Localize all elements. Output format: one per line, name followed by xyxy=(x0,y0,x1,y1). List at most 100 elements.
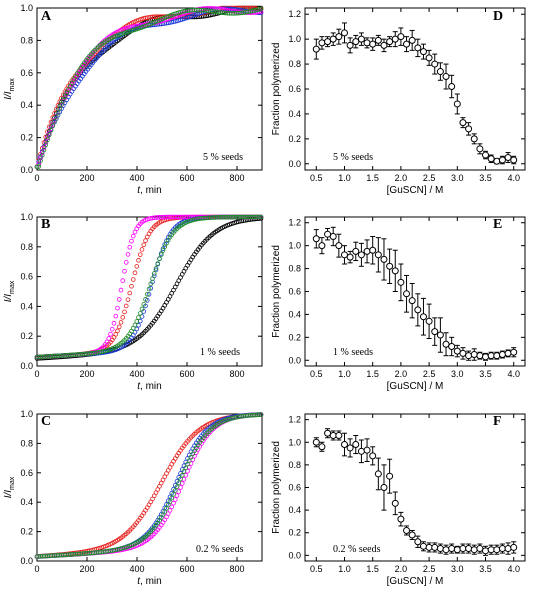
data-point xyxy=(504,349,512,357)
data-point xyxy=(431,328,439,336)
data-point xyxy=(510,348,518,356)
x-tick-label: 200 xyxy=(79,173,94,183)
data-point xyxy=(115,328,120,334)
data-point xyxy=(324,38,332,46)
data-point xyxy=(118,287,124,293)
data-point xyxy=(470,546,478,554)
x-tick-label: 2.0 xyxy=(395,369,408,379)
y-tick-label: 0.8 xyxy=(288,460,301,470)
y-tick-label: 1.2 xyxy=(288,218,301,228)
data-point xyxy=(436,68,444,76)
y-axis-label: I/Imax xyxy=(3,476,16,498)
x-tick-label: 0.5 xyxy=(310,173,323,183)
data-point xyxy=(169,495,175,501)
y-axis-label: Fraction polymerized xyxy=(271,245,282,338)
data-point xyxy=(52,118,57,124)
data-point xyxy=(139,306,145,312)
data-point xyxy=(403,290,411,298)
x-tick-label: 2.5 xyxy=(423,369,436,379)
data-point xyxy=(43,142,49,148)
data-point xyxy=(172,488,178,493)
data-point xyxy=(143,238,148,243)
data-point xyxy=(178,476,183,482)
data-point xyxy=(482,547,490,555)
data-point xyxy=(374,251,382,259)
x-tick-label: 600 xyxy=(179,564,194,574)
data-point xyxy=(363,446,371,454)
annotation: 0.2 % seeds xyxy=(333,544,381,555)
data-point xyxy=(153,266,159,271)
x-tick-label: 3.5 xyxy=(479,173,492,183)
panel-e: 0.5 1.0 1.5 2.0 2.5 3.0 3.5 4.0 0.0 0.2 0.4 0.6 0.8 1… xyxy=(271,216,526,392)
data-point xyxy=(183,465,189,471)
data-point xyxy=(357,251,365,259)
y-tick-label: 1.0 xyxy=(288,437,301,447)
data-point xyxy=(357,35,365,43)
data-point xyxy=(448,343,456,351)
data-point xyxy=(153,267,159,273)
data-point xyxy=(487,155,495,163)
data-point xyxy=(380,484,388,491)
data-point xyxy=(256,214,262,220)
data-point xyxy=(318,242,326,250)
data-point xyxy=(122,309,127,315)
data-point xyxy=(148,281,154,287)
data-point xyxy=(150,276,155,281)
data-point xyxy=(335,242,343,250)
panel-label: E xyxy=(493,217,502,232)
data-point xyxy=(414,44,422,52)
x-tick-label: 1.5 xyxy=(366,369,379,379)
y-tick-label: 0.8 xyxy=(20,438,33,448)
data-point xyxy=(487,546,495,554)
y-tick-label: 0.6 xyxy=(288,287,301,297)
data-point xyxy=(459,545,467,553)
x-tick-label: 1.0 xyxy=(338,173,351,183)
data-point xyxy=(136,315,141,320)
data-point xyxy=(397,33,405,41)
data-point xyxy=(127,290,133,296)
data-point xyxy=(146,292,152,297)
data-point xyxy=(408,297,416,305)
data-point xyxy=(62,94,68,100)
data-point xyxy=(493,157,501,165)
data-point xyxy=(436,545,444,553)
data-point xyxy=(397,278,405,286)
data-point xyxy=(38,158,43,164)
data-point xyxy=(470,135,478,143)
data-point xyxy=(132,270,138,276)
x-tick-label: 1.5 xyxy=(366,564,379,574)
y-tick-label: 1.0 xyxy=(288,241,301,251)
data-point xyxy=(419,313,427,321)
data-point xyxy=(352,441,360,449)
data-point xyxy=(34,164,40,170)
data-point xyxy=(157,256,162,262)
data-point xyxy=(318,39,326,47)
y-tick-label: 0.8 xyxy=(20,35,33,45)
panel-label: F xyxy=(493,414,502,429)
data-point xyxy=(106,336,112,341)
data-point xyxy=(442,340,450,348)
data-point xyxy=(470,351,478,359)
data-point xyxy=(113,313,119,319)
data-point xyxy=(256,412,262,418)
data-point xyxy=(312,438,320,446)
data-point xyxy=(397,515,405,523)
data-point xyxy=(403,40,411,48)
data-point xyxy=(137,252,143,257)
data-point xyxy=(442,546,450,554)
data-point xyxy=(136,258,141,263)
data-point xyxy=(425,543,433,551)
x-tick-label: 0.5 xyxy=(310,369,323,379)
data-point xyxy=(448,83,456,91)
x-axis-label: t, min xyxy=(137,381,161,392)
x-tick-label: 1.0 xyxy=(338,564,351,574)
panel-b: 0 200 400 600 800 0.0 0.2 0.4 0.6 0.8 1.0 t, min I/I… xyxy=(3,212,264,392)
y-axis-label: Fraction polymerized xyxy=(271,43,282,136)
x-tick-label: 3.0 xyxy=(451,369,464,379)
data-point xyxy=(134,264,140,269)
data-point xyxy=(453,546,461,554)
plot-frame xyxy=(304,216,526,367)
data-point xyxy=(374,36,382,44)
data-point xyxy=(465,352,473,360)
